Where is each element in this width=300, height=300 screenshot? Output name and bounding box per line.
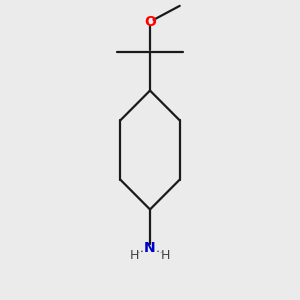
Text: N: N (144, 241, 156, 255)
Text: H: H (161, 249, 170, 262)
Text: H: H (130, 249, 139, 262)
Text: O: O (144, 15, 156, 29)
